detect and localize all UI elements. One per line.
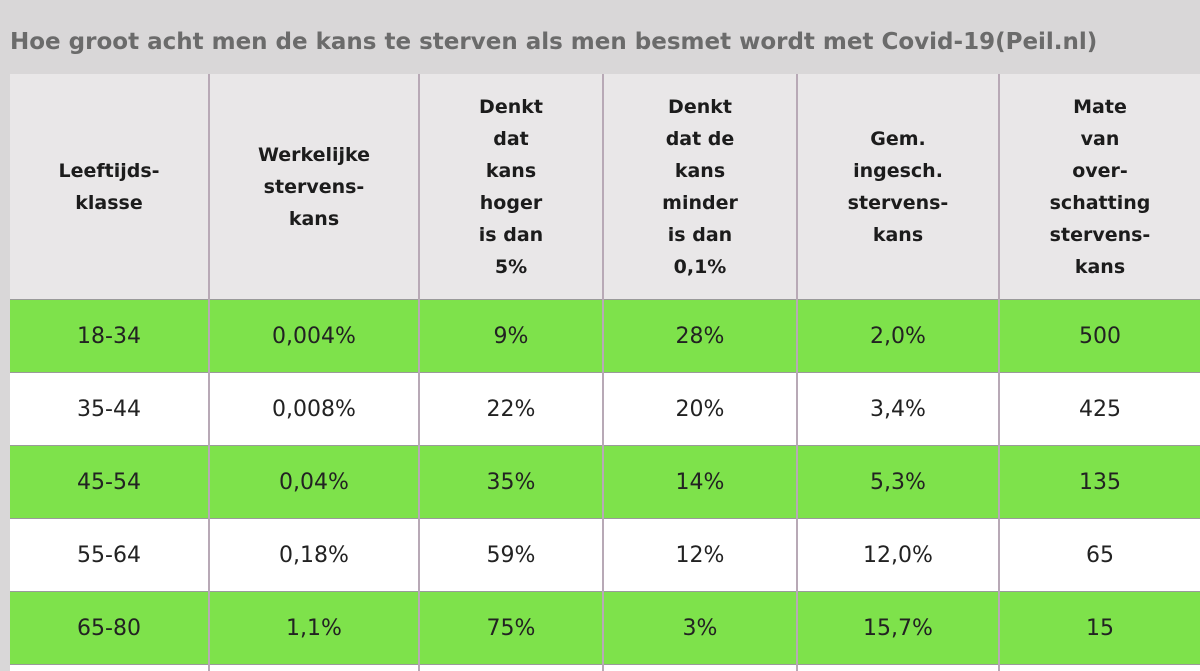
table-row: 65-80 1,1% 75% 3% 15,7% 15	[10, 591, 1200, 665]
table-cell: 59%	[418, 518, 604, 592]
column-header-werkelijke-stervenskans: Werkelijke stervens- kans	[208, 74, 420, 300]
column-header-hoger-dan-5: Denkt dat kans hoger is dan 5%	[418, 74, 604, 300]
table-cell: 3%	[602, 591, 798, 665]
table-cell: 65	[998, 518, 1200, 592]
table-cell: 0,18%	[208, 518, 420, 592]
page-title: Hoe groot acht men de kans te sterven al…	[10, 29, 1098, 55]
table-cell: 15,7%	[796, 591, 1000, 665]
table-cell-empty	[602, 664, 798, 671]
table-cell: 5,3%	[796, 445, 1000, 519]
table-cell: 18-34	[10, 299, 210, 373]
table-cell: 35-44	[10, 372, 210, 446]
table-row: 18-34 0,004% 9% 28% 2,0% 500	[10, 299, 1200, 373]
table-cell: 14%	[602, 445, 798, 519]
table-cell-empty	[10, 664, 210, 671]
column-header-mate-van-overschatting: Mate van over- schatting stervens- kans	[998, 74, 1200, 300]
column-header-leeftijdsklasse: Leeftijds- klasse	[10, 74, 210, 300]
table-cell-empty	[796, 664, 1000, 671]
table-cell: 75%	[418, 591, 604, 665]
table-cell: 12%	[602, 518, 798, 592]
table-cell: 35%	[418, 445, 604, 519]
table-row: 35-44 0,008% 22% 20% 3,4% 425	[10, 372, 1200, 446]
table-cell-empty	[998, 664, 1200, 671]
column-header-minder-dan-0-1: Denkt dat de kans minder is dan 0,1%	[602, 74, 798, 300]
table-cell: 425	[998, 372, 1200, 446]
table-cell: 28%	[602, 299, 798, 373]
table-row-partial	[10, 664, 1200, 671]
table-cell: 0,04%	[208, 445, 420, 519]
table-header-row: Leeftijds- klasse Werkelijke stervens- k…	[10, 74, 1200, 300]
table-row: 45-54 0,04% 35% 14% 5,3% 135	[10, 445, 1200, 519]
table-cell: 2,0%	[796, 299, 1000, 373]
table-row: 55-64 0,18% 59% 12% 12,0% 65	[10, 518, 1200, 592]
table-cell: 20%	[602, 372, 798, 446]
table-cell: 55-64	[10, 518, 210, 592]
table-cell-empty	[418, 664, 604, 671]
table-cell: 1,1%	[208, 591, 420, 665]
table-cell: 0,004%	[208, 299, 420, 373]
data-table-container: Leeftijds- klasse Werkelijke stervens- k…	[10, 74, 1200, 671]
table-cell: 65-80	[10, 591, 210, 665]
table-cell: 15	[998, 591, 1200, 665]
table-cell: 9%	[418, 299, 604, 373]
table-cell: 12,0%	[796, 518, 1000, 592]
table-cell-empty	[208, 664, 420, 671]
table-cell: 22%	[418, 372, 604, 446]
table-cell: 45-54	[10, 445, 210, 519]
table-cell: 0,008%	[208, 372, 420, 446]
column-header-gem-ingeschatte-stervenskans: Gem. ingesch. stervens- kans	[796, 74, 1000, 300]
table-cell: 500	[998, 299, 1200, 373]
data-table: Leeftijds- klasse Werkelijke stervens- k…	[10, 74, 1200, 671]
table-cell: 3,4%	[796, 372, 1000, 446]
table-cell: 135	[998, 445, 1200, 519]
